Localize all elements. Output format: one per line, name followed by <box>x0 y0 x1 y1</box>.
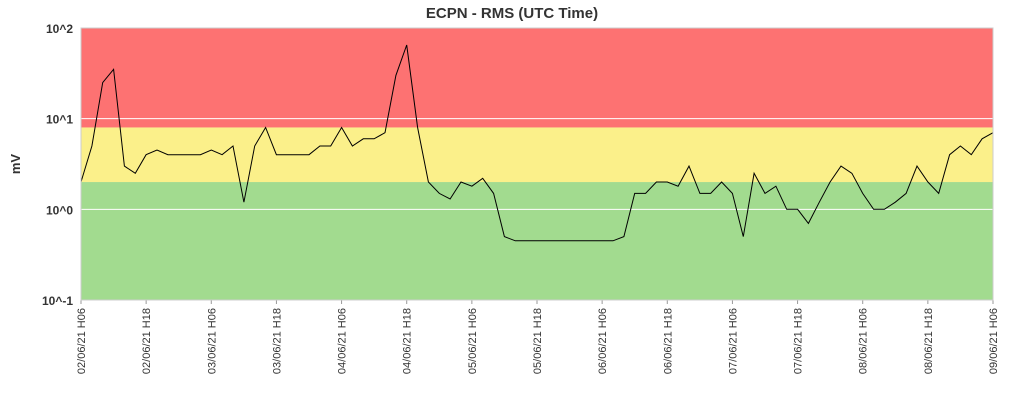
x-tick-label: 04/06/21 H18 <box>402 308 414 374</box>
x-tick-label: 07/06/21 H06 <box>727 308 739 374</box>
y-tick-label: 10^2 <box>46 22 73 36</box>
band <box>81 28 993 128</box>
x-tick-label: 02/06/21 H06 <box>76 308 88 374</box>
data-line <box>80 44 994 242</box>
x-tick-label: 04/06/21 H06 <box>337 308 349 374</box>
x-tick-label: 08/06/21 H06 <box>858 308 870 374</box>
x-tick-label: 03/06/21 H18 <box>271 308 283 374</box>
x-tick-label: 06/06/21 H18 <box>662 308 674 374</box>
x-tick-label: 06/06/21 H06 <box>597 308 609 374</box>
chart-title: ECPN - RMS (UTC Time) <box>426 5 598 22</box>
x-tick-label: 05/06/21 H18 <box>532 308 544 374</box>
x-tick-label: 08/06/21 H18 <box>923 308 935 374</box>
plot-border <box>80 27 994 301</box>
y-axis-label: mV <box>8 154 23 175</box>
y-tick-label: 10^-1 <box>42 294 73 308</box>
x-tick-label: 02/06/21 H18 <box>141 308 153 374</box>
x-tick-label: 05/06/21 H06 <box>467 308 479 374</box>
x-tick-label: 07/06/21 H18 <box>793 308 805 374</box>
y-tick-label: 10^1 <box>46 113 73 127</box>
y-tick-label: 10^0 <box>46 203 73 217</box>
x-tick-label: 09/06/21 H06 <box>988 308 1000 374</box>
x-tick-label: 03/06/21 H06 <box>206 308 218 374</box>
band <box>81 127 993 183</box>
